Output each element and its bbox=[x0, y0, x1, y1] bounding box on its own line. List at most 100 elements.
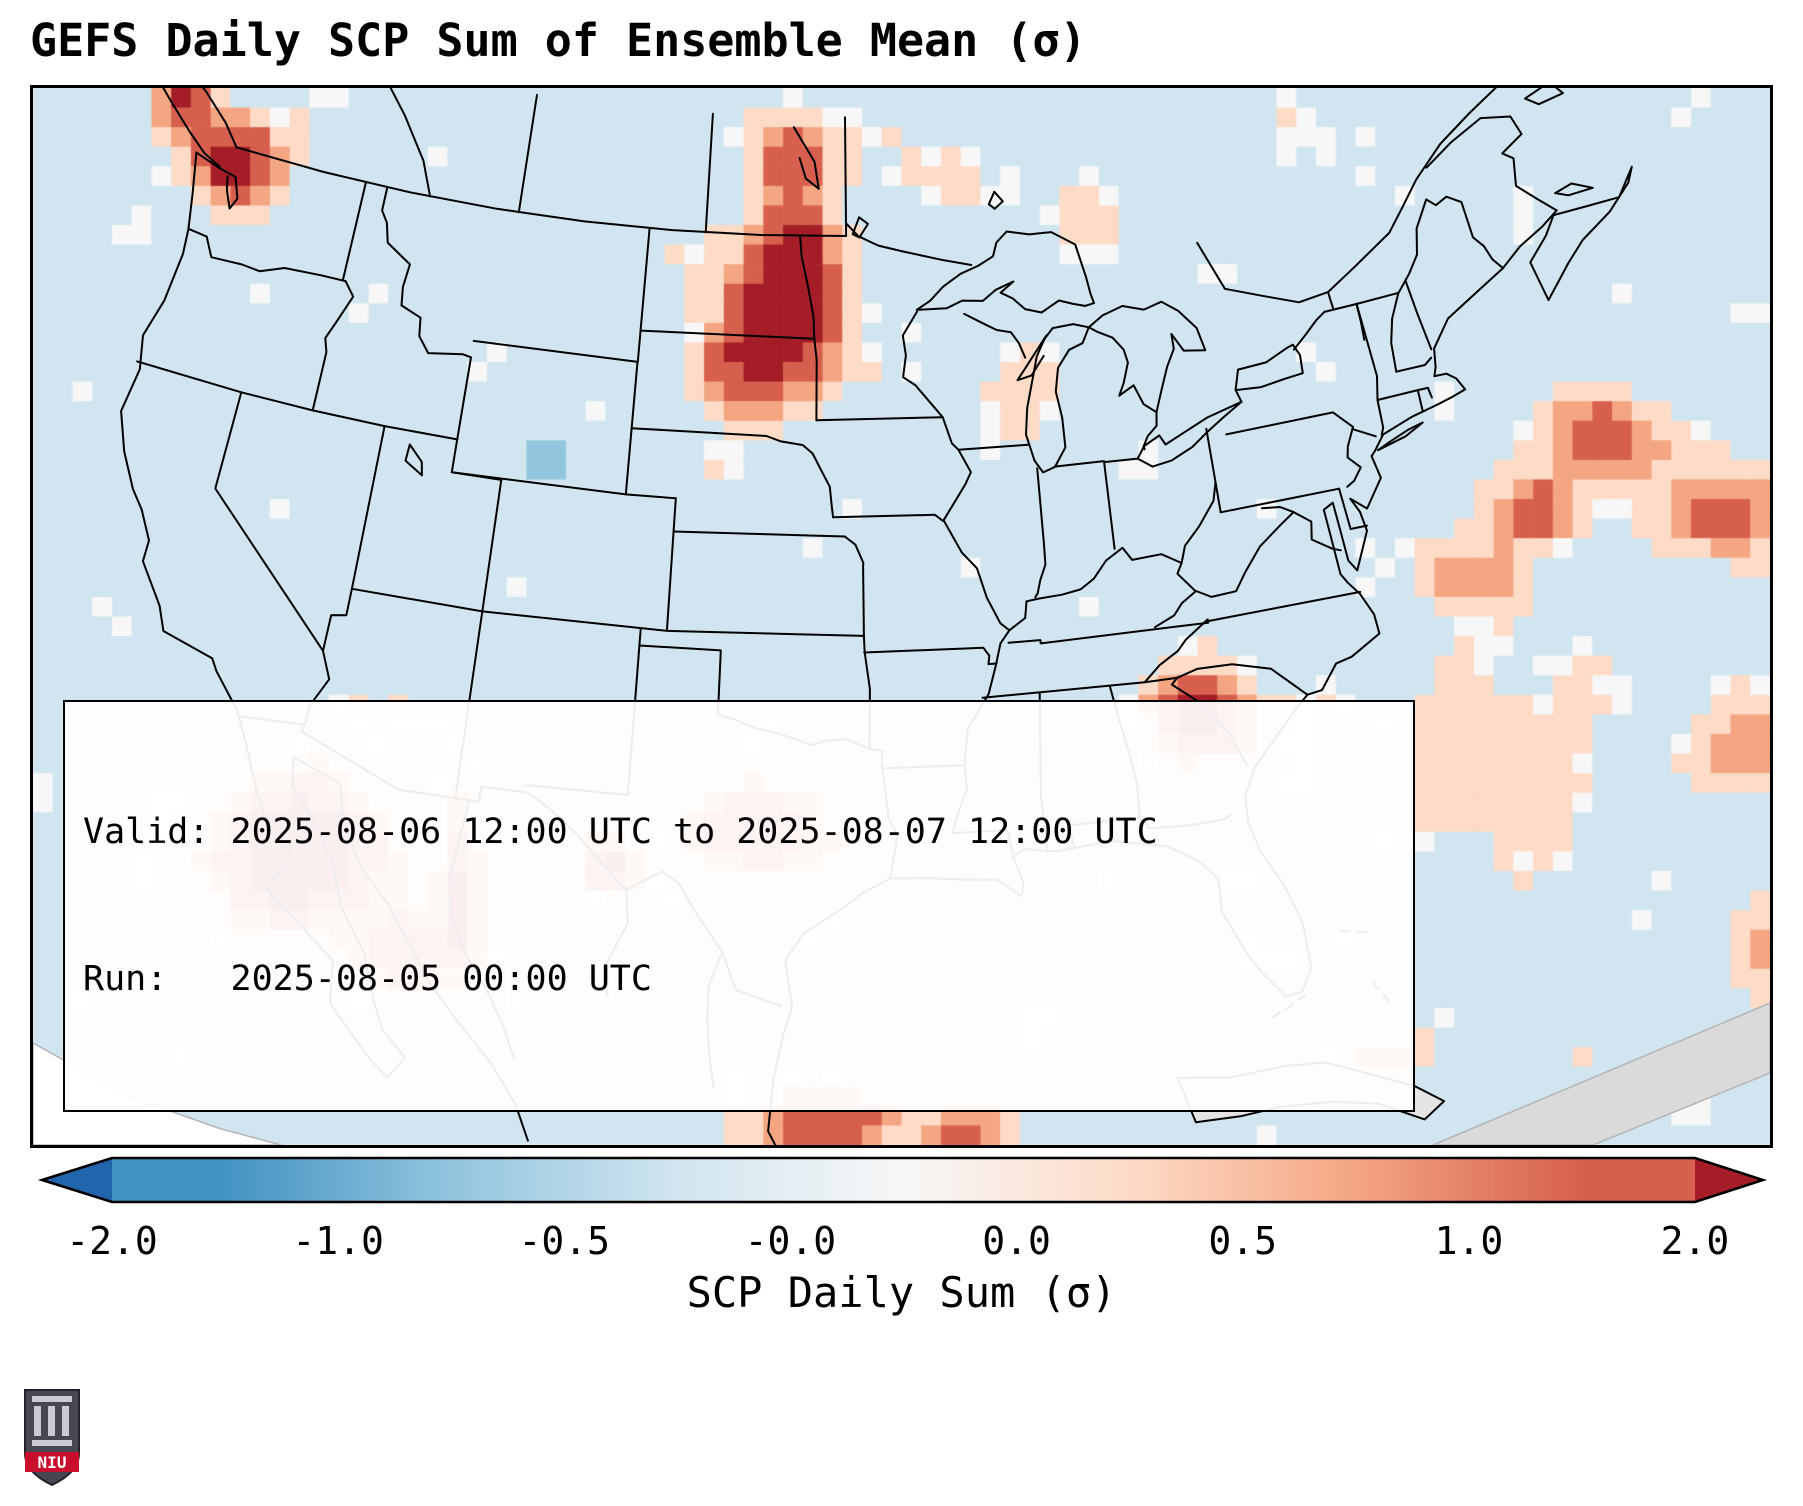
border-line bbox=[1008, 481, 1217, 632]
niu-logo-text: NIU bbox=[38, 1453, 67, 1472]
colorbar-tick-label: 0.0 bbox=[982, 1219, 1051, 1263]
border-line bbox=[665, 497, 677, 632]
validity-info-box: Valid: 2025-08-06 12:00 UTC to 2025-08-0… bbox=[63, 700, 1415, 1112]
border-line bbox=[1395, 356, 1433, 373]
border-line bbox=[1234, 343, 1304, 392]
colorbar-tick-label: 2.0 bbox=[1661, 1219, 1730, 1263]
colorbar-over-arrow bbox=[1695, 1158, 1763, 1202]
border-line bbox=[1016, 334, 1048, 382]
border-line bbox=[843, 535, 865, 637]
border-line bbox=[1053, 460, 1105, 468]
domain-edge-wedge-right bbox=[1432, 1002, 1770, 1145]
border-line bbox=[214, 391, 331, 726]
niu-castle-pillar bbox=[48, 1406, 55, 1436]
border-line bbox=[1390, 291, 1400, 373]
border-line bbox=[792, 126, 820, 190]
border-line bbox=[450, 471, 627, 496]
border-line bbox=[863, 646, 998, 666]
border-line bbox=[915, 230, 1095, 314]
border-line bbox=[851, 216, 869, 239]
run-line: Run: 2025-08-05 00:00 UTC bbox=[83, 959, 652, 999]
border-line bbox=[1143, 618, 1209, 684]
border-line bbox=[1025, 323, 1090, 474]
border-line bbox=[813, 337, 818, 422]
border-line bbox=[1529, 165, 1633, 302]
colorbar-label: SCP Daily Sum (σ) bbox=[686, 1268, 1117, 1317]
border-line bbox=[1225, 411, 1362, 488]
map-panel: Valid: 2025-08-06 12:00 UTC to 2025-08-0… bbox=[30, 85, 1773, 1148]
colorbar-tick-label: 0.5 bbox=[1208, 1219, 1277, 1263]
border-line bbox=[481, 478, 503, 613]
border-line bbox=[1195, 511, 1295, 598]
colorbar-tick-label: -1.0 bbox=[292, 1219, 384, 1263]
border-line bbox=[630, 427, 814, 455]
border-line bbox=[1352, 428, 1377, 438]
border-line bbox=[1034, 467, 1047, 599]
border-line bbox=[1425, 115, 1558, 270]
border-line bbox=[1554, 182, 1594, 197]
border-line bbox=[957, 443, 1030, 451]
border-line bbox=[666, 629, 865, 637]
border-line bbox=[1292, 195, 1504, 351]
border-line bbox=[1404, 279, 1433, 351]
border-line bbox=[350, 587, 484, 613]
border-line bbox=[963, 312, 1027, 359]
border-line bbox=[1103, 462, 1116, 550]
border-line bbox=[1377, 421, 1424, 452]
border-line bbox=[1153, 590, 1197, 629]
colorbar-tick-label: -0.0 bbox=[745, 1219, 837, 1263]
border-line bbox=[1176, 562, 1197, 593]
border-line bbox=[1426, 386, 1433, 399]
border-line bbox=[1087, 300, 1207, 414]
border-line bbox=[624, 493, 677, 500]
colorbar: -2.0 -1.0 -0.5 -0.0 0.0 0.5 1.0 2.0 bbox=[37, 1156, 1768, 1263]
border-line bbox=[987, 190, 1004, 210]
border-line bbox=[811, 452, 835, 519]
border-line bbox=[1142, 411, 1158, 451]
border-line bbox=[636, 227, 651, 363]
border-line bbox=[195, 151, 239, 210]
border-line bbox=[136, 360, 459, 441]
border-line bbox=[1234, 389, 1243, 403]
niu-banner bbox=[25, 1452, 79, 1472]
border-line bbox=[517, 93, 538, 214]
colorbar-tick-label: -2.0 bbox=[66, 1219, 158, 1263]
border-line bbox=[322, 587, 353, 652]
border-line bbox=[350, 425, 386, 590]
border-line bbox=[1355, 303, 1366, 341]
niu-castle-crenellation bbox=[32, 1396, 72, 1402]
border-line bbox=[1205, 427, 1222, 514]
niu-castle-pillar bbox=[34, 1406, 41, 1436]
colorbar-tick-label: -0.5 bbox=[519, 1219, 611, 1263]
border-line bbox=[389, 88, 432, 198]
border-line bbox=[456, 356, 472, 441]
border-line bbox=[1327, 88, 1497, 294]
border-line bbox=[201, 88, 238, 149]
border-line bbox=[311, 280, 355, 412]
border-line bbox=[1207, 590, 1362, 623]
border-line bbox=[341, 181, 367, 282]
niu-logo: NIU bbox=[24, 1389, 80, 1487]
border-line bbox=[481, 610, 668, 632]
border-line bbox=[798, 157, 820, 190]
border-line bbox=[639, 329, 816, 340]
border-line bbox=[1176, 663, 1309, 696]
border-line bbox=[236, 146, 973, 266]
valid-line: Valid: 2025-08-06 12:00 UTC to 2025-08-0… bbox=[83, 812, 1158, 852]
border-line bbox=[187, 227, 347, 283]
colorbar-body bbox=[112, 1158, 1695, 1202]
border-line bbox=[1261, 506, 1342, 552]
border-line bbox=[1416, 389, 1424, 412]
border-line bbox=[1103, 457, 1139, 464]
border-line bbox=[1524, 88, 1564, 106]
border-line bbox=[815, 416, 944, 422]
border-line bbox=[799, 234, 816, 340]
border-line bbox=[832, 513, 945, 522]
niu-castle-base bbox=[32, 1440, 72, 1446]
border-line bbox=[844, 116, 847, 225]
border-line bbox=[638, 627, 642, 647]
colorbar-under-arrow bbox=[42, 1158, 112, 1202]
figure-title: GEFS Daily SCP Sum of Ensemble Mean (σ) bbox=[30, 14, 1087, 67]
border-line bbox=[1007, 621, 1210, 645]
